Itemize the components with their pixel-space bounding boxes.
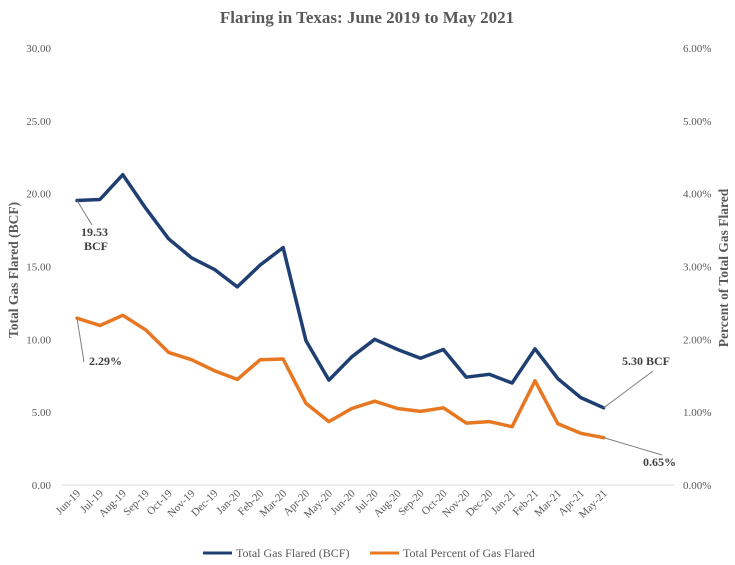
annotation-leader bbox=[76, 318, 85, 363]
x-tick-label: Dec-20 bbox=[464, 487, 496, 519]
right-tick-label: 2.00% bbox=[683, 334, 711, 346]
annotation-leader bbox=[603, 437, 663, 456]
left-tick-label: 0.00 bbox=[32, 480, 52, 492]
annotation-label: 2.29% bbox=[89, 354, 122, 368]
left-tick-label: 5.00 bbox=[32, 407, 52, 419]
y-axis-title: Total Gas Flared (BCF) bbox=[6, 202, 21, 338]
annotation-leader bbox=[76, 200, 93, 226]
annotation-label: 19.53 bbox=[81, 225, 108, 239]
right-tick-label: 6.00% bbox=[683, 43, 711, 55]
left-tick-label: 10.00 bbox=[26, 334, 51, 346]
right-tick-label: 1.00% bbox=[683, 407, 711, 419]
left-tick-label: 20.00 bbox=[26, 189, 51, 201]
annotation-leader bbox=[603, 370, 654, 409]
left-tick-label: 30.00 bbox=[26, 43, 51, 55]
series-line-0 bbox=[75, 172, 606, 410]
annotation-label: 0.65% bbox=[643, 455, 676, 469]
right-axis-ticks: 0.00% 1.00% 2.00% 3.00% 4.00% 5.00% 6.00% bbox=[683, 43, 711, 492]
x-axis-ticks: Jun-19Jul-19Aug-19Sep-19Oct-19Nov-19Dec-… bbox=[53, 487, 609, 520]
left-tick-label: 25.00 bbox=[26, 116, 51, 128]
right-tick-label: 5.00% bbox=[683, 116, 711, 128]
right-tick-label: 0.00% bbox=[683, 480, 711, 492]
left-axis-ticks: 0.00 5.00 10.00 15.00 20.00 25.00 30.00 bbox=[26, 43, 51, 492]
left-tick-label: 15.00 bbox=[26, 262, 51, 274]
legend-label-percent: Total Percent of Gas Flared bbox=[403, 546, 535, 560]
series-line-1 bbox=[75, 313, 606, 440]
annotation-label: BCF bbox=[84, 239, 108, 253]
x-tick-label: Dec-19 bbox=[189, 487, 221, 519]
legend-label-bcf: Total Gas Flared (BCF) bbox=[236, 546, 349, 560]
right-tick-label: 3.00% bbox=[683, 262, 711, 274]
x-tick-label: Jun-20 bbox=[328, 487, 358, 517]
legend: Total Gas Flared (BCF) Total Percent of … bbox=[203, 546, 535, 560]
annotation-label: 5.30 BCF bbox=[622, 354, 670, 368]
series-layer bbox=[75, 172, 606, 440]
right-tick-label: 4.00% bbox=[683, 189, 711, 201]
y2-axis-title: Percent of Total Gas Flared bbox=[716, 188, 731, 347]
chart-title: Flaring in Texas: June 2019 to May 2021 bbox=[220, 8, 514, 27]
x-tick-label: Jun-19 bbox=[53, 487, 83, 517]
